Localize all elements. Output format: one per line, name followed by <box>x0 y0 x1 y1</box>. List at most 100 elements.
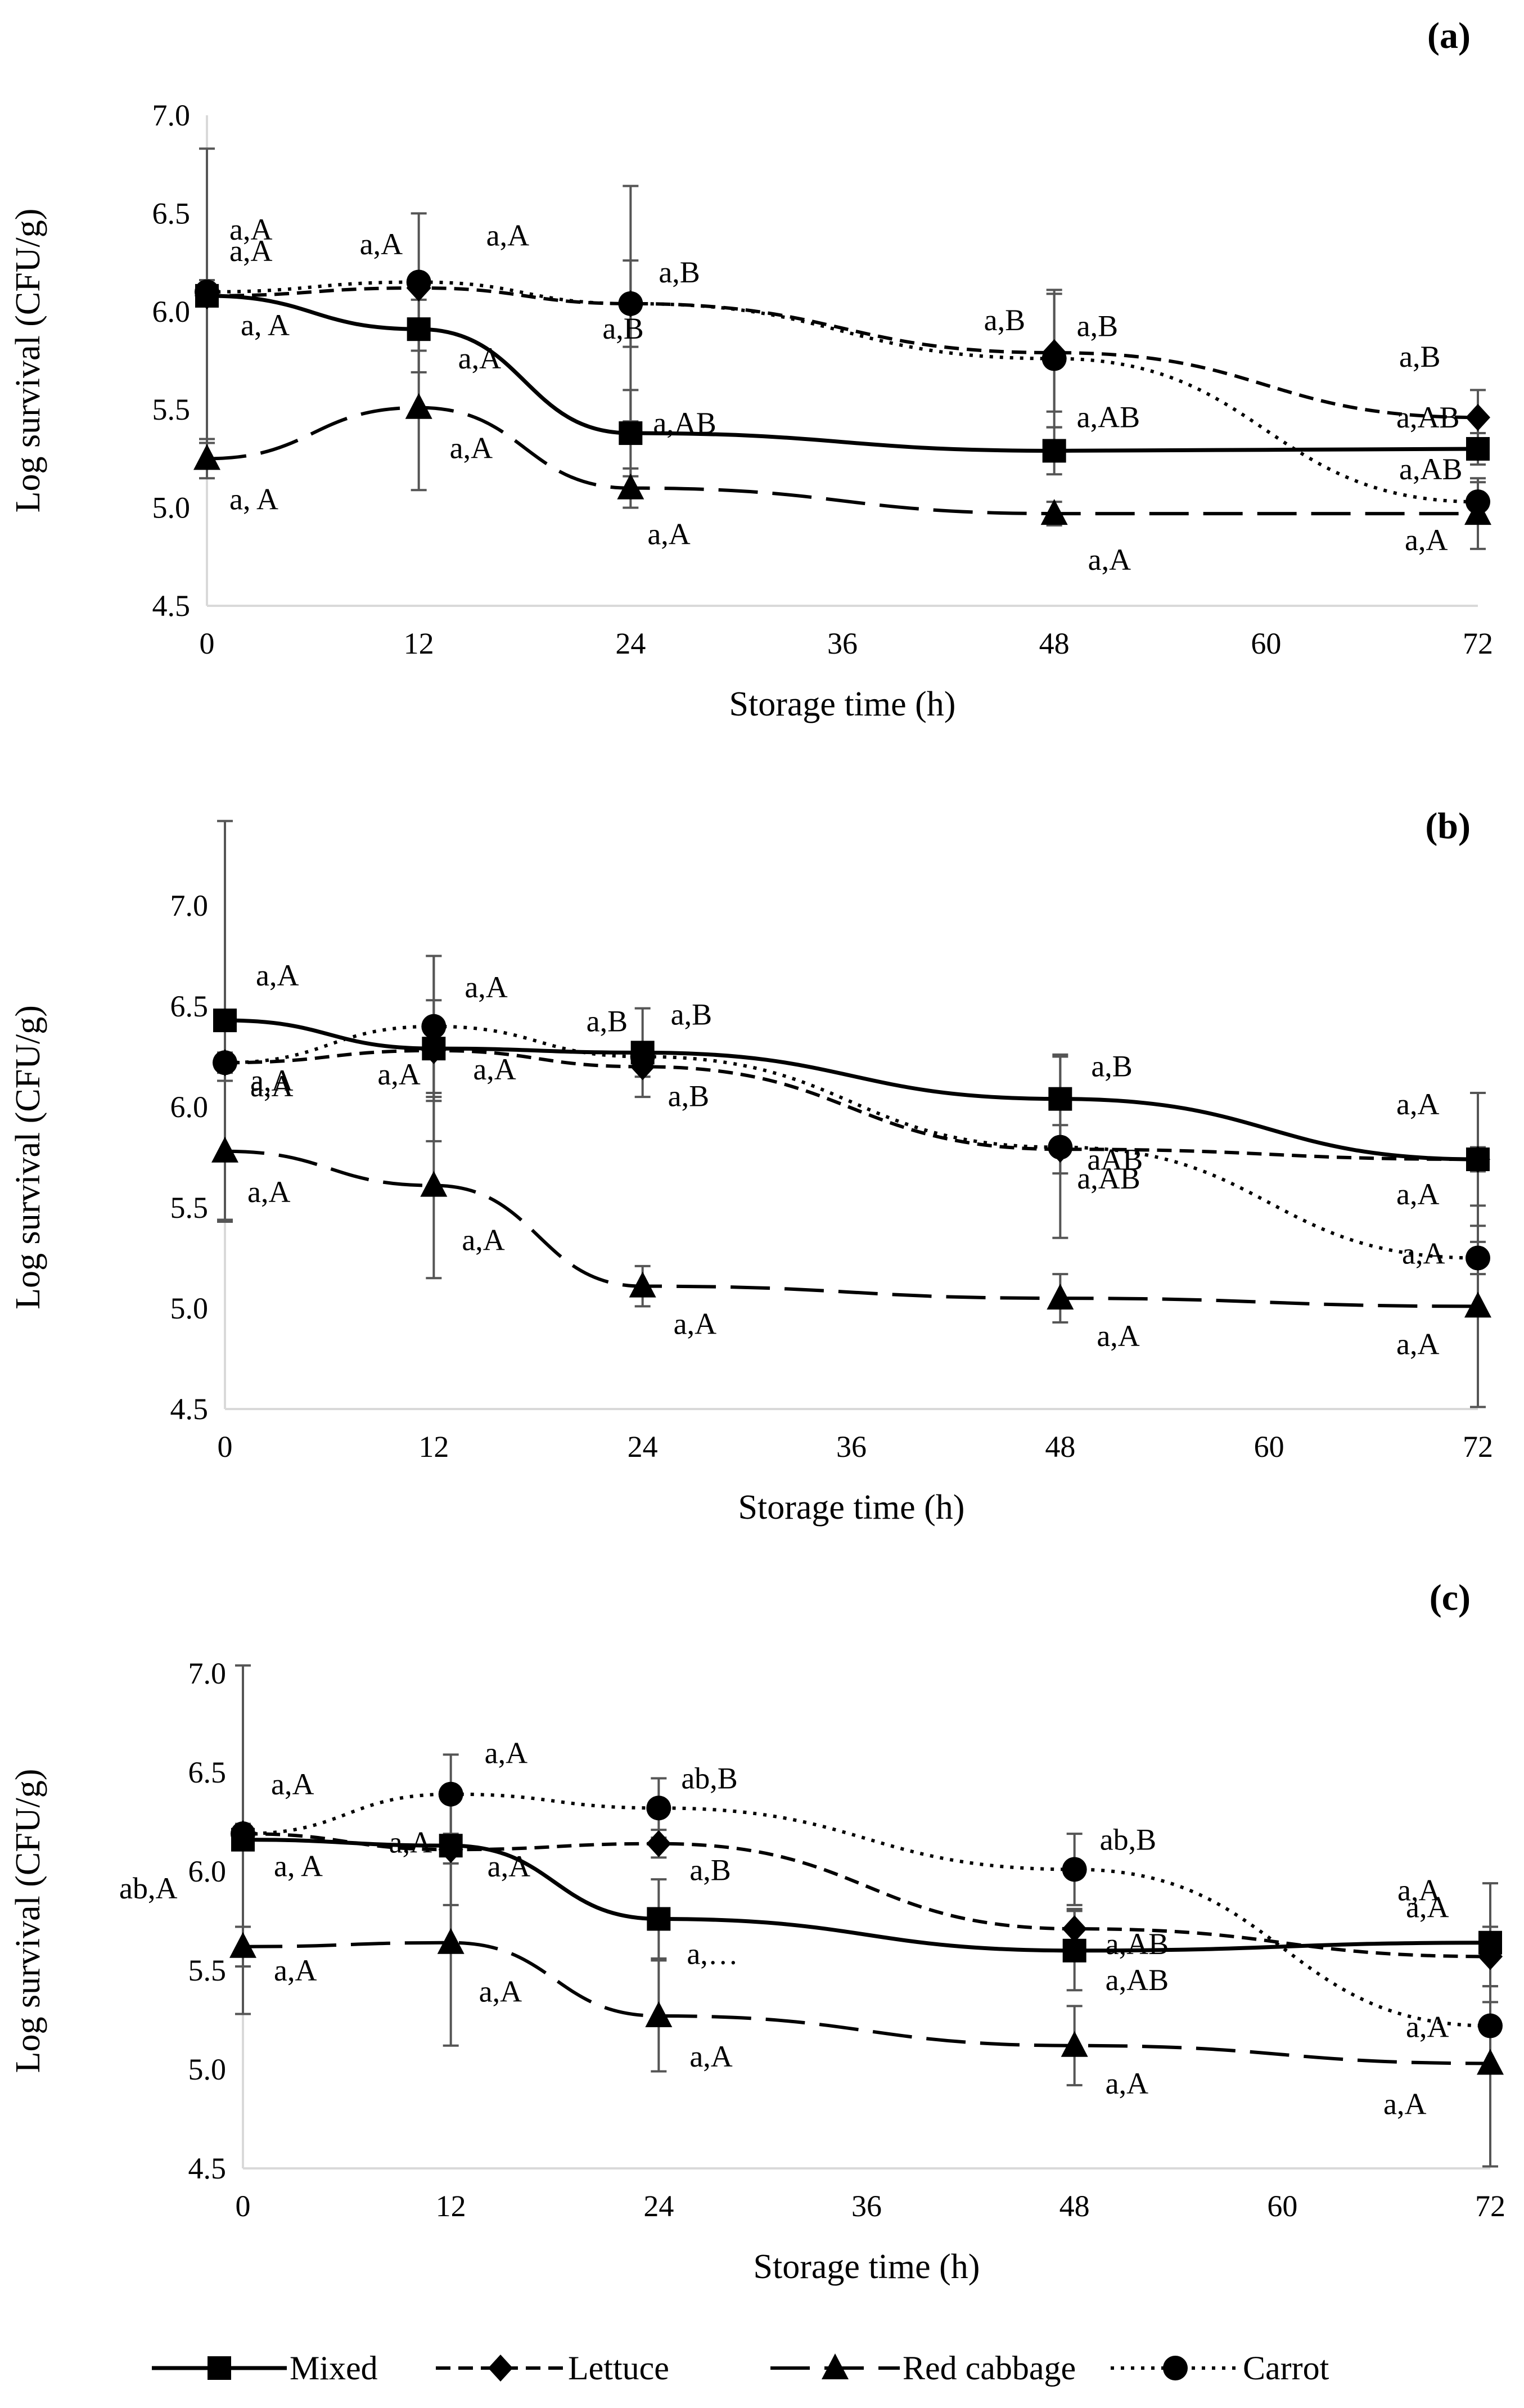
x-tick-label: 72 <box>1475 2189 1505 2223</box>
data-label-mixed: a,B <box>1091 1050 1133 1083</box>
data-point-red_cabbage <box>645 2001 673 2027</box>
data-point-lettuce <box>1478 1943 1503 1970</box>
data-label-red_cabbage: a,A <box>1405 523 1448 557</box>
y-tick-label: 6.5 <box>152 196 191 230</box>
data-label-red_cabbage: a,A <box>1097 1319 1139 1353</box>
data-label-mixed: a,A <box>473 1052 516 1086</box>
data-point-red_cabbage <box>1464 1291 1491 1318</box>
data-label-lettuce: a,A <box>360 227 403 261</box>
data-label-carrot: a,A <box>250 1064 293 1097</box>
data-point-mixed <box>213 1009 237 1033</box>
data-point-red_cabbage <box>1477 2049 1504 2075</box>
data-label-lettuce: a,A <box>1406 1890 1449 1924</box>
data-point-mixed <box>1042 439 1066 463</box>
series-line-mixed <box>224 1018 1478 1162</box>
data-label-mixed: a,AB <box>1077 400 1140 434</box>
y-tick-label: 6.0 <box>152 295 191 328</box>
y-tick-label: 6.0 <box>188 1855 227 1888</box>
data-label-red_cabbage: a,A <box>247 1175 290 1209</box>
data-label-mixed: a,A <box>488 1849 530 1883</box>
triangle-icon <box>822 2353 849 2379</box>
panel-b: 4.5 5.0 5.5 6.0 6.5 7.0 0 12 24 36 48 60 72 Storage t… <box>9 805 1493 1527</box>
x-tick-label: 36 <box>836 1430 867 1464</box>
data-point-mixed <box>1048 1087 1072 1111</box>
data-point-red_cabbage <box>229 1932 256 1958</box>
data-label-mixed: a, A <box>274 1849 323 1883</box>
y-tick-label: 5.5 <box>170 1191 209 1225</box>
panel-label: (b) <box>1425 805 1471 847</box>
data-label-carrot: ab,B <box>681 1761 738 1795</box>
legend-item-carrot: Carrot <box>1111 2350 1329 2387</box>
data-label-carrot: a,A <box>1406 2010 1449 2044</box>
data-label-red_cabbage: a,A <box>274 1954 317 1987</box>
data-label-carrot: a,A <box>486 218 529 252</box>
data-label-mixed: a, A <box>241 308 290 342</box>
y-tick-label: 7.0 <box>188 1657 227 1690</box>
data-point-red_cabbage <box>629 1271 656 1298</box>
data-label-mixed: a,A <box>458 341 501 375</box>
data-label-carrot: a,A <box>229 234 272 268</box>
data-label-mixed: a,AB <box>1396 400 1459 434</box>
series-line-mixed <box>206 294 1478 453</box>
data-label-red_cabbage: a,A <box>479 1975 522 2009</box>
series-line-red_cabbage <box>224 1149 1478 1308</box>
x-axis-title: Storage time (h) <box>754 2248 980 2286</box>
y-tick-label: 6.5 <box>188 1756 227 1789</box>
data-point-mixed <box>407 317 431 341</box>
x-tick-label: 0 <box>218 1430 233 1464</box>
data-label-red_cabbage: a,A <box>1088 543 1131 577</box>
legend-item-lettuce: Lettuce <box>436 2350 669 2387</box>
y-tick-label: 5.5 <box>188 1954 227 1987</box>
y-tick-label: 6.0 <box>170 1090 209 1124</box>
data-label-red_cabbage: a,A <box>450 431 493 465</box>
y-tick-label: 4.5 <box>188 2152 227 2185</box>
x-tick-label: 12 <box>436 2189 466 2223</box>
data-point-carrot <box>1466 489 1490 515</box>
data-label-lettuce: a,B <box>1399 340 1441 373</box>
legend-label: Red cabbage <box>903 2350 1076 2387</box>
y-axis-title: Log survival (CFU/g) <box>9 1769 47 2073</box>
legend-label: Lettuce <box>568 2350 669 2387</box>
data-label-mixed: a,B <box>671 997 713 1031</box>
data-point-red_cabbage <box>405 393 432 419</box>
data-point-carrot <box>646 1795 671 1821</box>
data-label-carrot: a,A <box>485 1736 527 1770</box>
panel-label: (c) <box>1430 1577 1471 1618</box>
data-point-mixed <box>1062 1938 1086 1963</box>
data-point-carrot <box>213 1050 237 1075</box>
data-label-lettuce: a,AB <box>1106 1927 1169 1961</box>
data-point-carrot <box>630 1044 655 1069</box>
data-point-lettuce <box>1062 1915 1087 1943</box>
series-line-carrot <box>206 280 1478 504</box>
data-label-red_cabbage: a,A <box>689 2040 732 2073</box>
data-label-lettuce: a,B <box>689 1853 731 1887</box>
series-line-lettuce <box>224 1048 1478 1162</box>
data-point-red_cabbage <box>420 1171 448 1197</box>
series-line-red_cabbage <box>242 1941 1491 2065</box>
panel-c: 4.5 5.0 5.5 6.0 6.5 7.0 0 12 24 36 48 60 72 Storage t… <box>9 1577 1505 2286</box>
data-label-red_cabbage: a,A <box>1383 2087 1426 2121</box>
data-label-mixed: a,AB <box>1106 1963 1169 1997</box>
data-point-red_cabbage <box>1047 1284 1074 1310</box>
x-tick-label: 60 <box>1254 1430 1284 1464</box>
data-point-carrot <box>1041 346 1067 371</box>
data-point-carrot <box>406 269 431 295</box>
data-label-mixed: a,… <box>687 1937 738 1970</box>
panel-label: (a) <box>1427 15 1471 56</box>
data-point-red_cabbage <box>211 1136 238 1163</box>
x-tick-label: 36 <box>827 627 858 660</box>
y-tick-label: 4.5 <box>152 589 191 623</box>
data-point-carrot <box>1048 1135 1073 1160</box>
data-label-red_cabbage: a,A <box>1396 1327 1439 1361</box>
y-axis-title: Log survival (CFU/g) <box>9 209 47 513</box>
data-label-carrot: a,A <box>465 970 507 1004</box>
x-tick-label: 24 <box>628 1430 658 1464</box>
data-label-red_cabbage: a,A <box>462 1223 504 1257</box>
y-tick-label: 5.0 <box>152 491 191 525</box>
x-axis-title: Storage time (h) <box>738 1488 965 1527</box>
data-point-carrot <box>1062 1857 1087 1882</box>
data-point-lettuce <box>1466 1146 1490 1173</box>
data-point-mixed <box>1466 436 1490 461</box>
data-point-carrot <box>438 1781 463 1807</box>
data-label-carrot: a,A <box>1402 1237 1445 1271</box>
